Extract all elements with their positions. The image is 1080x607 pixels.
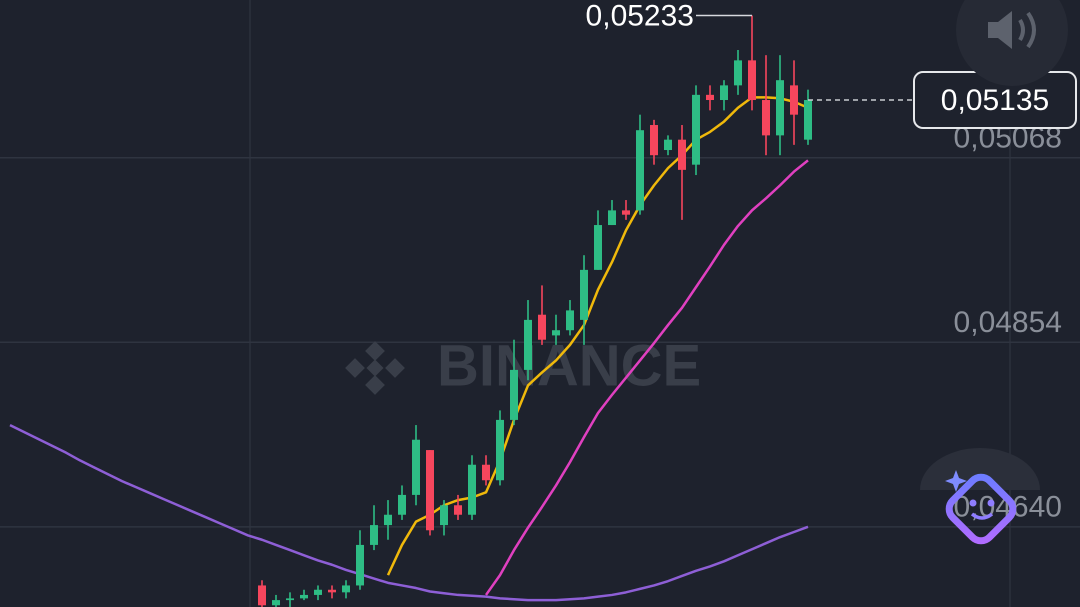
candle-body xyxy=(468,464,476,515)
assistant-smile xyxy=(970,512,994,520)
candle-body xyxy=(706,94,714,101)
candle-body xyxy=(678,139,686,170)
candle-body xyxy=(580,269,588,320)
assistant-icon[interactable] xyxy=(944,472,1018,546)
candle-body xyxy=(664,139,672,151)
candle-body xyxy=(440,505,448,526)
candle-body xyxy=(748,60,756,101)
candle-body xyxy=(272,600,280,606)
candle-body xyxy=(398,494,406,515)
candle-body xyxy=(608,210,616,226)
candle-body xyxy=(258,585,266,606)
candle-body xyxy=(804,100,812,140)
candle-body xyxy=(314,589,322,595)
moving-average xyxy=(9,423,809,602)
speaker-waves xyxy=(1018,11,1036,49)
candle-body xyxy=(286,598,294,601)
sound-button[interactable] xyxy=(956,0,1068,86)
assistant-eye xyxy=(987,499,995,507)
sparkle xyxy=(945,470,967,492)
candle-body xyxy=(454,505,462,515)
candle-body xyxy=(524,319,532,370)
watermark-logo xyxy=(345,341,405,395)
candle-body xyxy=(622,210,630,215)
candle-body xyxy=(328,589,336,593)
candle-body xyxy=(496,419,504,481)
speaker-icon xyxy=(988,11,1012,49)
assistant-eye xyxy=(969,499,977,507)
candle-body xyxy=(762,100,770,136)
candle-body xyxy=(510,369,518,420)
candle-body xyxy=(720,85,728,101)
candle-body xyxy=(538,314,546,340)
candle-body xyxy=(566,310,574,331)
price-tag-label: 0,05135 xyxy=(941,84,1049,117)
candle-body xyxy=(482,464,490,481)
moving-average xyxy=(484,159,809,596)
watermark: BINANCE xyxy=(437,333,701,398)
annotations: 0,05233 0,05135 xyxy=(586,0,1077,130)
candle-body xyxy=(594,225,602,270)
candle-body xyxy=(790,85,798,115)
assistant-button[interactable] xyxy=(920,448,1040,546)
candle-body xyxy=(552,330,560,336)
candle-body xyxy=(650,125,658,156)
candles xyxy=(258,15,812,607)
candle-body xyxy=(776,80,784,136)
candle-body xyxy=(370,525,378,545)
candle-body xyxy=(692,94,700,165)
candle-body xyxy=(356,544,364,586)
candle-body xyxy=(734,60,742,86)
candle-body xyxy=(636,130,644,211)
candle-body xyxy=(426,450,434,531)
y-tick-label: 0,04854 xyxy=(954,306,1062,339)
candle-body xyxy=(412,439,420,495)
peak-label: 0,05233 xyxy=(586,0,694,32)
candle-body xyxy=(342,585,350,593)
candle-body xyxy=(384,514,392,526)
candle-body xyxy=(300,594,308,599)
grid xyxy=(0,157,1080,528)
